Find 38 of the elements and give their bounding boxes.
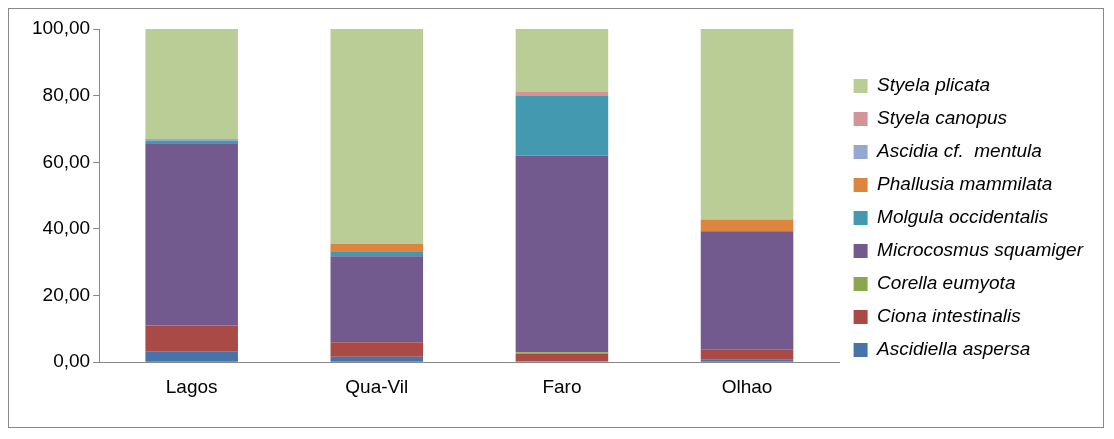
bar <box>700 231 794 350</box>
bar <box>145 351 238 362</box>
legend-label: Ascidiella aspersa <box>876 338 1031 360</box>
bar <box>700 29 794 220</box>
legend-label: Phallusia mammilata <box>877 173 1053 195</box>
y-tick-label: 0,00 <box>53 350 91 372</box>
bar <box>330 251 424 257</box>
bar <box>145 325 238 352</box>
bar <box>330 29 424 244</box>
bar <box>515 95 609 156</box>
legend-label: Microcosmus squamiger <box>877 239 1084 261</box>
x-tick-label: Lagos <box>165 375 218 397</box>
bar <box>700 349 794 360</box>
bar <box>700 219 794 232</box>
y-tick-label: 60,00 <box>42 150 91 172</box>
x-tick-label: Faro <box>542 375 582 397</box>
legend-label: Ciona intestinalis <box>877 305 1022 327</box>
bar <box>330 243 424 252</box>
legend-label: Molgula occidentalis <box>877 206 1049 228</box>
bar <box>515 29 609 92</box>
legend-label: Styela canopus <box>877 107 1008 129</box>
bar <box>330 256 424 343</box>
bar <box>515 155 609 353</box>
y-tick-label: 80,00 <box>42 83 91 105</box>
bar <box>330 356 424 362</box>
y-tick-label: 40,00 <box>42 217 91 239</box>
bar <box>145 29 238 139</box>
bar <box>515 91 609 96</box>
bar <box>145 143 238 326</box>
legend-label: Styela plicata <box>877 74 991 96</box>
bar <box>515 353 609 362</box>
y-tick-label: 20,00 <box>42 283 91 305</box>
x-tick-label: Qua-Vil <box>345 375 409 397</box>
bar <box>330 342 424 357</box>
y-tick-label: 100,00 <box>31 17 91 39</box>
x-tick-label: Olhao <box>721 375 773 397</box>
legend-label: Corella eumyota <box>877 272 1016 294</box>
legend-label: Ascidia cf. mentula <box>876 140 1042 162</box>
